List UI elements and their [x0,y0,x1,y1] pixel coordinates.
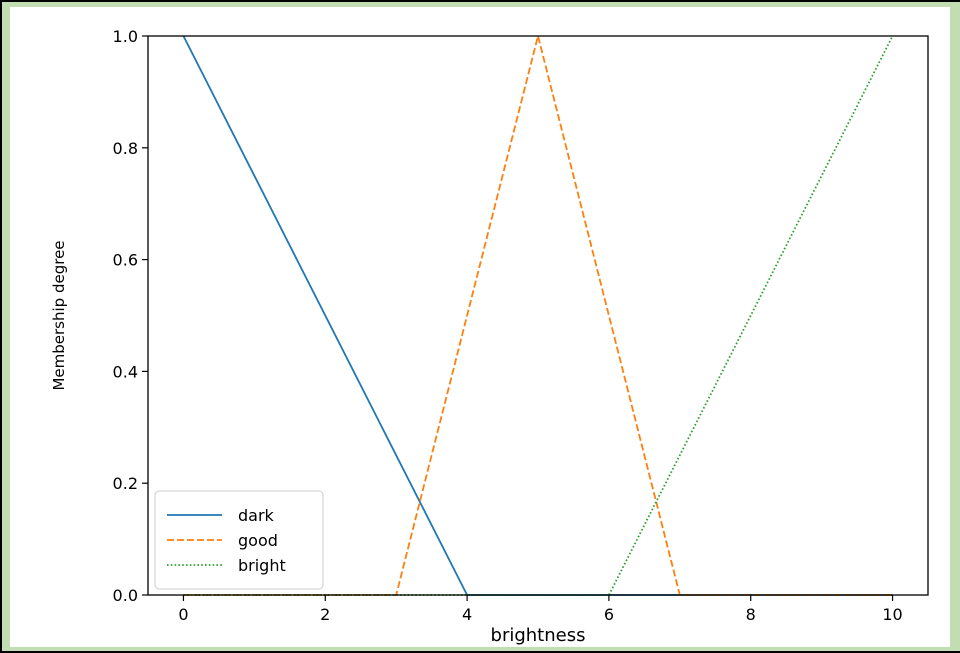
y-tick-label: 0.6 [113,251,138,270]
x-tick-label: 2 [320,605,330,624]
y-tick-label: 0.8 [113,139,138,158]
y-tick-label: 0.0 [113,586,138,605]
y-tick-label: 1.0 [113,27,138,46]
x-tick-label: 0 [178,605,188,624]
y-tick-label: 0.4 [113,362,138,381]
x-tick-label: 4 [462,605,472,624]
y-axis-ticks: 0.0 0.2 0.4 0.6 0.8 1.0 [113,27,148,605]
figure-canvas: 0 2 4 6 8 10 0.0 0.2 0.4 0.6 0.8 1.0 brightness Me… [10,7,950,647]
y-axis-label: Membership degree [50,240,68,390]
membership-chart: 0 2 4 6 8 10 0.0 0.2 0.4 0.6 0.8 1.0 brightness Me… [50,27,929,646]
x-tick-label: 8 [746,605,756,624]
x-axis-label: brightness [491,625,586,646]
x-tick-label: 6 [604,605,614,624]
y-tick-label: 0.2 [113,474,138,493]
legend: dark good bright [154,490,324,590]
legend-label-good: good [238,531,278,550]
legend-label-bright: bright [238,556,286,575]
plot-area-border [147,35,929,596]
x-tick-label: 10 [882,605,902,624]
legend-label-dark: dark [238,506,275,525]
x-axis-ticks: 0 2 4 6 8 10 [178,595,903,624]
